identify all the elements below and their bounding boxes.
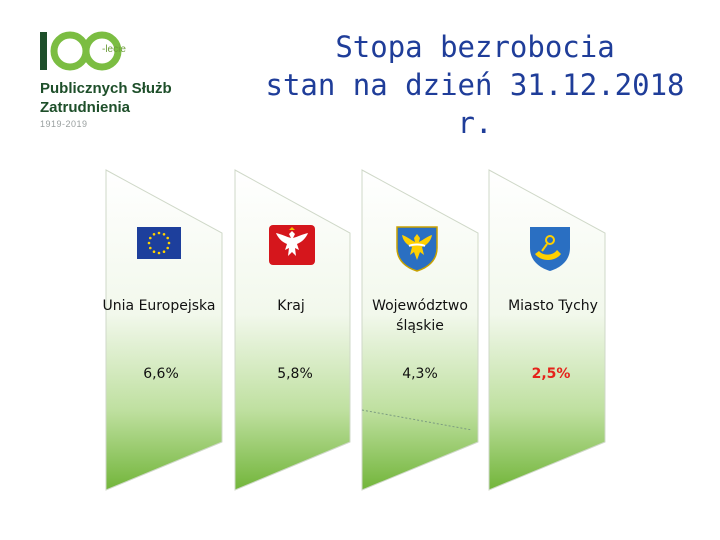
page-title: Stopa bezrobocia stan na dzień 31.12.201…: [250, 28, 700, 142]
value-wojewodztwo: 4,3%: [402, 366, 438, 382]
logo: -lecie Publicznych Służb Zatrudnienia 19…: [38, 30, 208, 130]
eu-flag-icon: [137, 227, 181, 259]
panel-1: [105, 169, 223, 491]
logo-line-2: Zatrudnienia: [40, 99, 131, 116]
value-eu: 6,6%: [143, 366, 179, 382]
logo-suffix: -lecie: [102, 44, 126, 55]
panel-4: [488, 169, 606, 491]
label-eu: Unia Europejska: [102, 298, 216, 314]
logo-line-1: Publicznych Służb: [40, 80, 172, 97]
value-tychy: 2,5%: [531, 366, 571, 382]
silesia-coat-of-arms-icon: [396, 226, 438, 272]
panel-3: [361, 169, 479, 491]
poland-eagle-icon: [269, 225, 315, 265]
logo-years: 1919-2019: [40, 119, 88, 129]
label-tychy: Miasto Tychy: [508, 298, 598, 314]
value-kraj: 5,8%: [277, 366, 313, 382]
label-wojewodztwo: Województwo śląskie: [372, 298, 468, 334]
logo-100-graphic: [40, 31, 122, 71]
tychy-coat-of-arms-icon: [530, 227, 570, 271]
title-line-1: Stopa bezrobocia: [335, 30, 615, 64]
title-line-2: stan na dzień 31.12.2018 r.: [265, 68, 685, 140]
panel-2: [234, 169, 351, 491]
label-kraj: Kraj: [277, 298, 305, 314]
